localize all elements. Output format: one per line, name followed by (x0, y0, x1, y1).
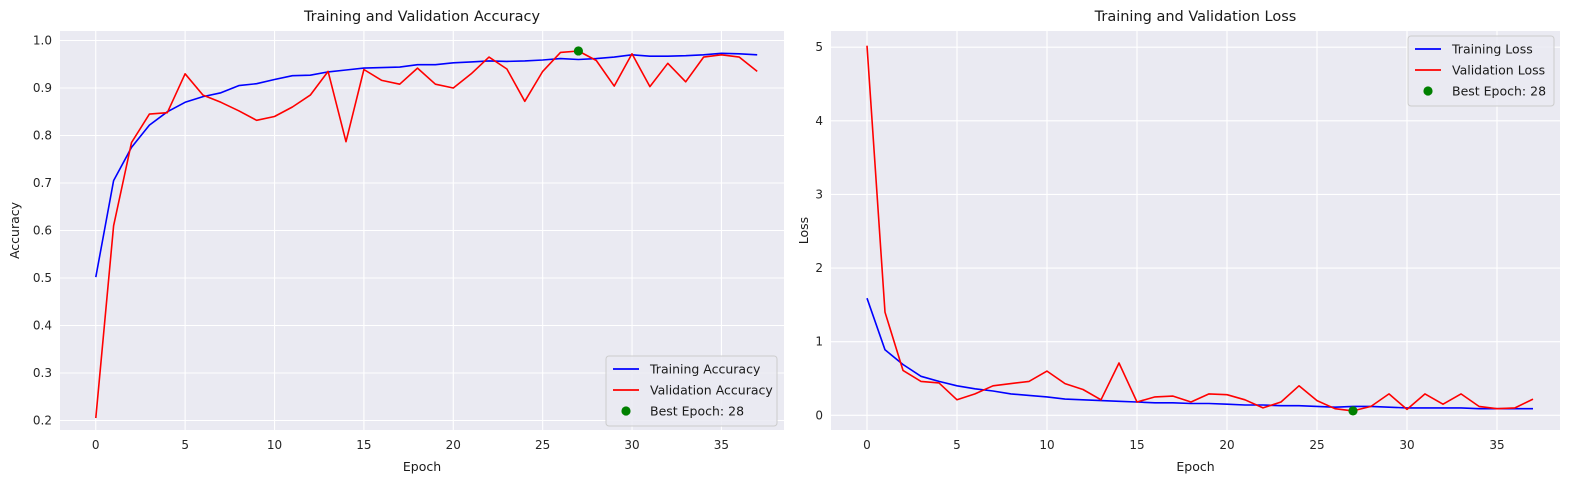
legend-dot-swatch (1423, 86, 1433, 96)
legend-entry-label: Training Accuracy (649, 362, 761, 377)
y-tick-label: 5 (815, 40, 823, 54)
y-tick-label: 3 (815, 187, 823, 201)
x-tick-label: 30 (624, 438, 639, 452)
chart-title: Training and Validation Loss (1094, 9, 1297, 25)
legend-entry-label: Best Epoch: 28 (1452, 84, 1546, 99)
x-tick-label: 10 (1039, 438, 1054, 452)
x-axis-label: Epoch (403, 459, 441, 474)
x-tick-label: 35 (714, 438, 729, 452)
x-tick-label: 30 (1399, 438, 1414, 452)
series-line-training-loss (866, 297, 1533, 410)
legend-entry-label: Training Loss (1451, 42, 1533, 57)
y-tick-label: 2 (815, 261, 823, 275)
x-tick-label: 0 (863, 438, 871, 452)
y-tick-label: 0.7 (33, 176, 52, 190)
x-tick-label: 20 (446, 438, 461, 452)
legend-frame (605, 355, 778, 427)
x-tick-label: 20 (1219, 438, 1234, 452)
y-tick-label: 0.3 (33, 366, 52, 380)
legend-entry-label: Validation Accuracy (650, 383, 773, 398)
series-line-validation-loss (866, 45, 1534, 412)
y-tick-label: 0.2 (33, 414, 52, 428)
y-tick-label: 0 (815, 408, 823, 422)
y-tick-label: 4 (815, 114, 823, 128)
best-epoch-point (1348, 406, 1358, 416)
y-tick-label: 0.8 (33, 129, 52, 143)
chart-title: Training and Validation Accuracy (303, 9, 541, 25)
y-axis-label: Accuracy (7, 201, 22, 259)
loss-panel: 0 5 10 15 20 25 30 35 0 1 2 3 4 5 Training and Validat… (796, 9, 1560, 474)
x-tick-label: 10 (267, 438, 282, 452)
y-tick-label: 0.4 (33, 319, 52, 333)
legend-entry-label: Validation Loss (1452, 63, 1545, 78)
y-tick-label: 0.9 (33, 81, 52, 95)
y-tick-label: 0.6 (33, 224, 52, 238)
legend: Training Loss Validation Loss Best Epoch: … (1407, 35, 1555, 107)
legend-entry-label: Best Epoch: 28 (650, 404, 744, 419)
x-axis-label: Epoch (1176, 459, 1214, 474)
legend-frame (1407, 35, 1555, 107)
y-tick-label: 1 (815, 335, 823, 349)
x-tick-label: 0 (92, 438, 100, 452)
y-axis-label: Loss (796, 217, 811, 244)
legend-dot-swatch (621, 406, 631, 416)
x-tick-label: 15 (356, 438, 371, 452)
x-tick-label: 5 (181, 438, 189, 452)
y-tick-label: 0.5 (33, 271, 52, 285)
y-tick-label: 1.0 (33, 34, 52, 48)
x-tick-label: 25 (535, 438, 550, 452)
series-line-validation-accuracy (95, 50, 758, 419)
x-tick-label: 15 (1129, 438, 1144, 452)
x-tick-label: 35 (1489, 438, 1504, 452)
best-epoch-point (573, 46, 584, 56)
x-tick-label: 25 (1309, 438, 1324, 452)
legend: Training Accuracy Validation Accuracy Best… (605, 355, 778, 427)
accuracy-panel: 0 5 10 15 20 25 30 35 0.2 0.3 0.4 0.5 0.6 0.7 0.8 0.9 1.… (7, 9, 784, 474)
x-tick-label: 5 (953, 438, 961, 452)
